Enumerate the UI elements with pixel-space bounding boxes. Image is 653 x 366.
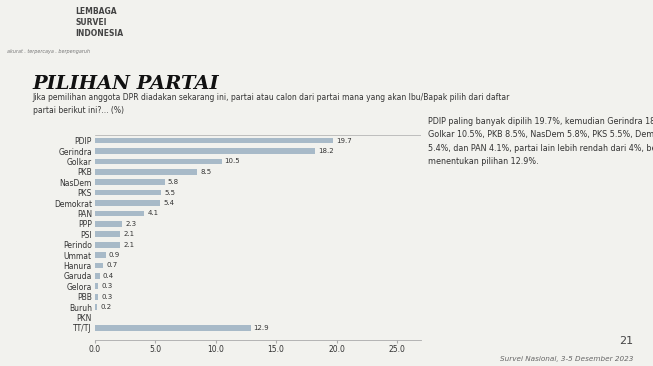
Text: 18.2: 18.2 xyxy=(318,148,334,154)
Text: 2.1: 2.1 xyxy=(123,242,135,248)
Text: PILIHAN PARTAI: PILIHAN PARTAI xyxy=(33,75,219,93)
Bar xyxy=(95,262,103,268)
Bar xyxy=(95,210,144,216)
Text: 5.8: 5.8 xyxy=(168,179,179,185)
Text: 21: 21 xyxy=(619,336,633,346)
Bar xyxy=(95,179,165,185)
Text: 4.1: 4.1 xyxy=(148,210,159,216)
Bar xyxy=(95,169,197,175)
Bar xyxy=(95,221,123,227)
Text: 8.5: 8.5 xyxy=(200,169,212,175)
Bar xyxy=(95,200,160,206)
Text: Jika pemilihan anggota DPR diadakan sekarang ini, partai atau calon dari partai : Jika pemilihan anggota DPR diadakan seka… xyxy=(33,93,510,115)
Bar xyxy=(95,190,161,195)
Text: 0.7: 0.7 xyxy=(106,262,118,268)
Text: 10.5: 10.5 xyxy=(225,158,240,164)
Text: LEMBAGA
SURVEI
INDONESIA: LEMBAGA SURVEI INDONESIA xyxy=(76,7,123,38)
Text: 0.3: 0.3 xyxy=(101,294,112,300)
Text: Survei Nasional, 3-5 Desember 2023: Survei Nasional, 3-5 Desember 2023 xyxy=(500,356,633,362)
Bar xyxy=(95,304,97,310)
Bar xyxy=(95,294,99,299)
Text: akurat . terpercaya . berpengaruh: akurat . terpercaya . berpengaruh xyxy=(7,49,90,54)
Bar xyxy=(95,231,120,237)
Bar xyxy=(95,138,333,143)
Text: 2.3: 2.3 xyxy=(125,221,136,227)
Text: PDIP paling banyak dipilih 19.7%, kemudian Gerindra 18.2%,
Golkar 10.5%, PKB 8.5: PDIP paling banyak dipilih 19.7%, kemudi… xyxy=(428,117,653,166)
Bar xyxy=(95,283,99,289)
Bar xyxy=(95,325,251,331)
Text: 0.2: 0.2 xyxy=(100,304,111,310)
Text: 0.3: 0.3 xyxy=(101,283,112,289)
Bar xyxy=(95,242,120,247)
Bar xyxy=(95,158,221,164)
Text: 19.7: 19.7 xyxy=(336,138,352,143)
Bar xyxy=(95,252,106,258)
Bar xyxy=(95,148,315,154)
Bar xyxy=(95,273,99,279)
Text: 0.9: 0.9 xyxy=(108,252,120,258)
Text: 0.4: 0.4 xyxy=(103,273,114,279)
Text: 5.5: 5.5 xyxy=(164,190,175,195)
Text: 2.1: 2.1 xyxy=(123,231,135,237)
Text: 12.9: 12.9 xyxy=(254,325,269,331)
Text: 5.4: 5.4 xyxy=(163,200,174,206)
